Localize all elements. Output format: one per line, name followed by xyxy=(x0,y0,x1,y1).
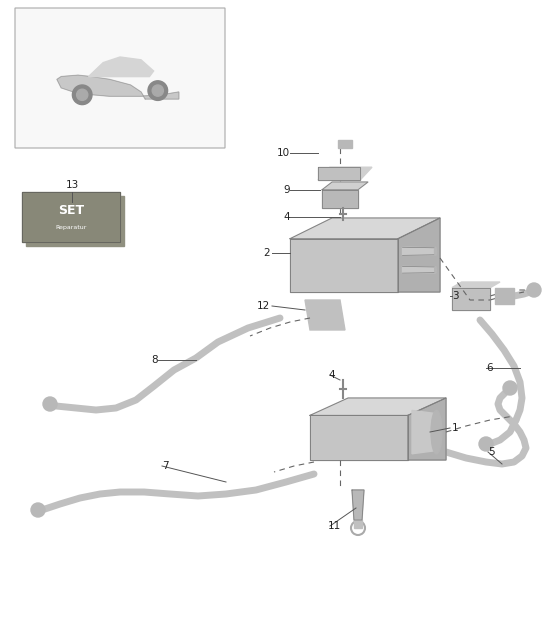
Polygon shape xyxy=(452,282,500,288)
Polygon shape xyxy=(352,490,364,520)
Polygon shape xyxy=(403,266,435,273)
Text: 13: 13 xyxy=(65,180,78,190)
Text: 9: 9 xyxy=(283,185,290,195)
Circle shape xyxy=(43,397,57,411)
Text: 10: 10 xyxy=(277,148,290,158)
Polygon shape xyxy=(26,196,124,246)
Text: 7: 7 xyxy=(162,461,168,471)
Circle shape xyxy=(503,381,517,395)
Polygon shape xyxy=(57,75,179,99)
Text: 3: 3 xyxy=(452,291,459,301)
Circle shape xyxy=(148,81,168,100)
Polygon shape xyxy=(290,239,398,292)
Text: 4: 4 xyxy=(328,370,335,380)
Polygon shape xyxy=(322,182,368,190)
Polygon shape xyxy=(22,192,120,242)
Polygon shape xyxy=(403,247,435,256)
Polygon shape xyxy=(88,57,154,77)
Text: 12: 12 xyxy=(257,301,270,311)
Circle shape xyxy=(152,85,164,96)
Polygon shape xyxy=(412,411,437,454)
Text: Reparatur: Reparatur xyxy=(55,225,87,230)
Ellipse shape xyxy=(434,247,437,256)
Polygon shape xyxy=(310,398,446,415)
Polygon shape xyxy=(318,167,372,180)
Polygon shape xyxy=(305,300,345,330)
Polygon shape xyxy=(290,218,440,239)
Text: 5: 5 xyxy=(488,447,495,457)
Text: 11: 11 xyxy=(328,521,341,531)
Circle shape xyxy=(527,283,541,297)
Polygon shape xyxy=(318,167,360,180)
FancyBboxPatch shape xyxy=(15,8,225,148)
Text: 8: 8 xyxy=(152,355,158,365)
Polygon shape xyxy=(338,140,352,148)
Circle shape xyxy=(479,437,493,451)
Circle shape xyxy=(77,89,88,100)
Text: 1: 1 xyxy=(452,423,459,433)
Circle shape xyxy=(72,85,92,105)
Ellipse shape xyxy=(431,411,442,454)
Text: 2: 2 xyxy=(263,248,270,258)
Ellipse shape xyxy=(435,266,437,273)
Polygon shape xyxy=(408,398,446,460)
Polygon shape xyxy=(310,415,408,460)
Polygon shape xyxy=(398,218,440,292)
Polygon shape xyxy=(322,190,358,208)
Circle shape xyxy=(31,503,45,517)
Polygon shape xyxy=(495,288,514,304)
Text: 4: 4 xyxy=(283,212,290,222)
Text: 6: 6 xyxy=(486,363,493,373)
Polygon shape xyxy=(452,288,490,310)
Text: SET: SET xyxy=(58,205,84,217)
Polygon shape xyxy=(354,520,362,528)
